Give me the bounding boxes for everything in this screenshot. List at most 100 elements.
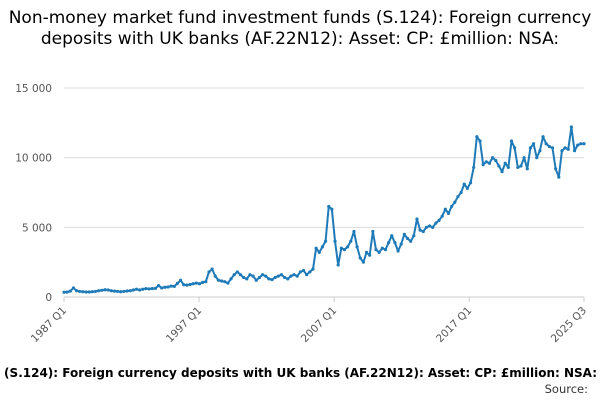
- data-point: [383, 248, 388, 252]
- data-point: [254, 278, 258, 282]
- data-point: [172, 284, 176, 289]
- data-point: [377, 250, 381, 255]
- data-point: [327, 204, 331, 209]
- data-point: [75, 289, 79, 293]
- data-point: [424, 225, 429, 229]
- data-point: [431, 225, 435, 229]
- data-point: [112, 289, 117, 293]
- data-point: [175, 281, 180, 285]
- data-point: [317, 250, 321, 255]
- data-point: [361, 260, 365, 264]
- data-point: [125, 289, 129, 293]
- data-point: [368, 253, 372, 257]
- data-point: [459, 190, 463, 195]
- data-point: [248, 273, 252, 277]
- data-point: [292, 273, 296, 277]
- data-point: [390, 234, 394, 238]
- data-point: [550, 146, 555, 150]
- data-point: [557, 175, 561, 179]
- data-point: [207, 270, 211, 274]
- data-point: [358, 256, 362, 260]
- data-point: [153, 286, 157, 290]
- data-point: [267, 277, 271, 281]
- y-axis-labels: 0 5 000 10 000 15 000: [15, 83, 52, 304]
- data-point: [371, 229, 375, 234]
- data-point: [197, 282, 202, 286]
- data-point: [456, 195, 460, 199]
- data-point: [453, 200, 457, 204]
- y-tick-label: 0: [45, 292, 52, 304]
- data-point: [232, 273, 236, 277]
- data-point: [179, 278, 183, 282]
- data-point: [412, 234, 416, 238]
- data-point: [276, 274, 280, 278]
- data-point: [185, 283, 189, 287]
- x-axis: [63, 296, 585, 302]
- data-point: [468, 181, 473, 185]
- data-point: [134, 287, 139, 291]
- data-point: [396, 249, 400, 253]
- data-point: [541, 135, 545, 139]
- data-point: [81, 290, 85, 294]
- data-point: [87, 290, 91, 294]
- y-tick-label: 15 000: [15, 83, 52, 95]
- data-point: [481, 163, 485, 167]
- data-point: [308, 270, 312, 274]
- data-point: [494, 158, 498, 163]
- data-point: [434, 221, 438, 225]
- chart-caption: Non-money market fund investment funds (…: [0, 366, 600, 382]
- data-point: [289, 274, 293, 278]
- data-point: [90, 290, 94, 294]
- data-point: [405, 236, 410, 241]
- data-point: [544, 142, 548, 146]
- x-tick-label: 1997 Q1: [164, 305, 204, 345]
- data-point: [283, 275, 287, 280]
- data-point: [579, 142, 583, 146]
- data-point: [443, 207, 447, 211]
- data-point: [298, 270, 302, 274]
- data-point: [415, 217, 419, 221]
- data-point: [437, 218, 441, 222]
- data-point: [286, 277, 290, 281]
- data-point: [399, 242, 403, 246]
- data-point: [387, 241, 391, 245]
- data-point: [93, 289, 98, 294]
- data-point: [100, 288, 104, 292]
- data-point: [305, 273, 309, 277]
- data-point: [84, 290, 88, 294]
- data-point: [245, 277, 249, 281]
- data-point: [160, 286, 164, 290]
- data-point: [323, 239, 328, 243]
- data-point: [201, 280, 205, 284]
- data-point: [409, 239, 413, 243]
- data-point: [115, 289, 120, 294]
- data-point: [582, 142, 586, 146]
- chart-caption-text: Non-money market fund investment funds (…: [0, 366, 597, 380]
- data-point: [68, 289, 72, 293]
- data-point: [330, 207, 334, 211]
- data-point: [522, 156, 526, 160]
- data-point: [509, 139, 514, 143]
- data-point: [418, 228, 422, 232]
- data-point: [487, 161, 492, 165]
- data-point: [402, 232, 406, 236]
- data-point: [336, 263, 340, 267]
- data-point: [188, 282, 192, 287]
- data-point: [150, 287, 154, 291]
- data-point: [257, 275, 261, 280]
- data-point: [235, 270, 239, 274]
- data-point: [450, 204, 454, 209]
- data-point: [547, 144, 551, 149]
- data-point: [65, 290, 69, 294]
- data-point: [560, 149, 564, 153]
- data-point: [194, 281, 198, 285]
- data-point: [352, 229, 356, 234]
- data-point: [128, 289, 132, 293]
- data-point: [273, 275, 277, 280]
- data-point: [279, 273, 284, 277]
- data-point: [572, 149, 577, 153]
- data-point: [465, 186, 469, 190]
- data-point: [210, 267, 214, 271]
- data-point: [270, 277, 274, 282]
